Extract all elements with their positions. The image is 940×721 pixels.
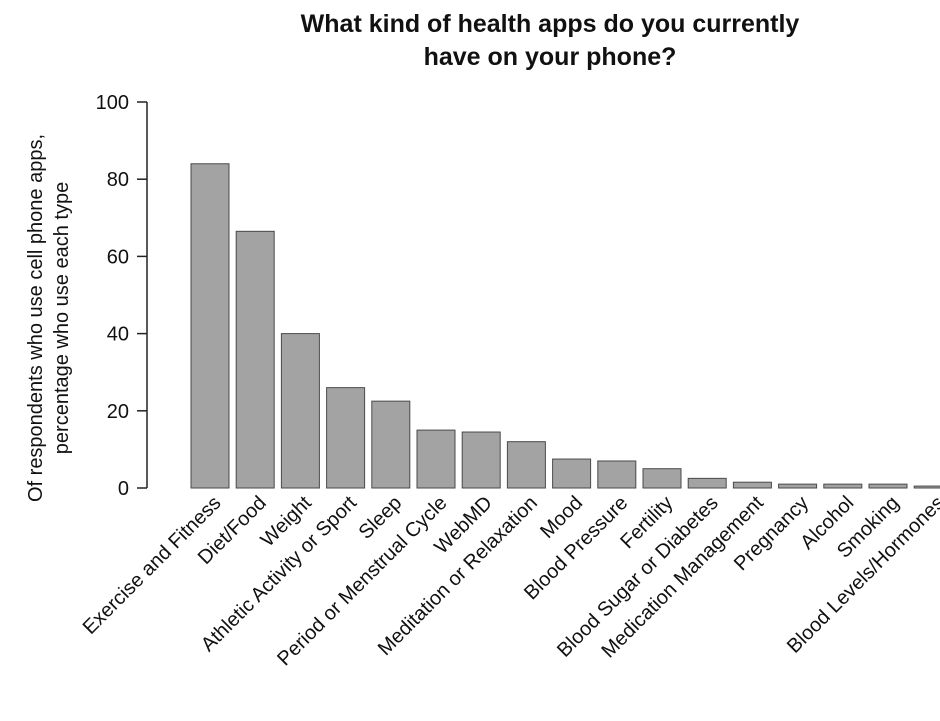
- bar: [687, 477, 727, 489]
- y-tick-label: 100: [96, 92, 129, 114]
- chart-title-line-2: have on your phone?: [423, 43, 677, 71]
- x-tick-label: Exercise and Fitness: [79, 492, 226, 639]
- bar: [823, 483, 863, 489]
- y-tick-label: 40: [107, 324, 129, 346]
- bar: [326, 387, 366, 489]
- bar: [235, 230, 275, 489]
- bar: [778, 483, 818, 489]
- x-axis-tick-labels: Exercise and FitnessDiet/FoodWeightAthle…: [79, 492, 940, 671]
- bar: [371, 400, 411, 489]
- y-axis-label-line-2: percentage who use each type: [51, 182, 73, 454]
- bar: [461, 431, 501, 489]
- bar: [597, 460, 637, 489]
- bar: [552, 458, 592, 489]
- bar: [280, 333, 320, 489]
- bar: [868, 483, 908, 489]
- bar: [190, 163, 230, 489]
- bar: [416, 429, 456, 489]
- y-tick-label: 80: [107, 169, 129, 191]
- y-axis-label-line-1: Of respondents who use cell phone apps,: [25, 134, 47, 502]
- bar: [506, 441, 546, 489]
- y-tick-label: 20: [107, 401, 129, 423]
- chart-title-line-1: What kind of health apps do you currentl…: [300, 10, 800, 38]
- bar: [913, 485, 940, 489]
- y-axis: 0 20 40 60 80 100: [96, 92, 148, 500]
- y-axis-label: Of respondents who use cell phone apps, …: [25, 134, 73, 502]
- bars: [190, 163, 940, 489]
- y-tick-label: 0: [118, 478, 129, 500]
- y-tick-label: 60: [107, 246, 129, 268]
- bar: [642, 468, 682, 489]
- chart-title: What kind of health apps do you currentl…: [230, 8, 870, 74]
- bar: [732, 481, 772, 489]
- x-tick-label: Blood Levels/Hormones: [783, 492, 940, 658]
